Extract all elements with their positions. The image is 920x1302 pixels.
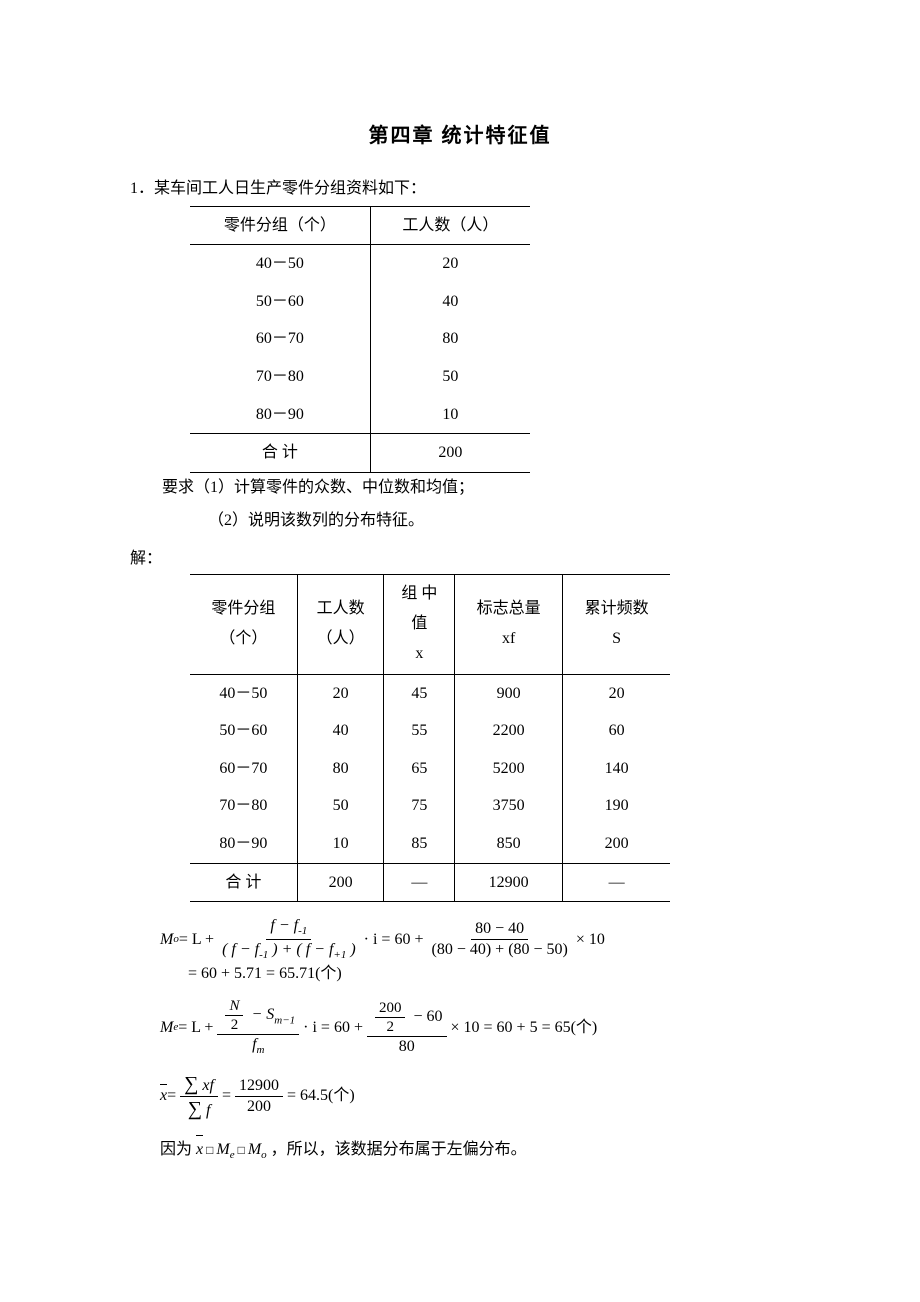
table-row: 70－8050753750190 (190, 787, 670, 825)
mode-result: = 60 + 5.71 = 65.71(个) (188, 964, 790, 983)
table-row: 60－7080655200140 (190, 750, 670, 788)
th-workers: 工人数（人） (370, 206, 530, 245)
solution-label: 解： (130, 546, 790, 572)
req-label: 要求 (162, 479, 194, 496)
table-row: 80－901085850200 (190, 825, 670, 863)
median-frac1: N 2 − Sm−1 fm (217, 997, 299, 1057)
conclusion-xbar: x (196, 1137, 203, 1163)
table-row: 60－7080 (190, 320, 530, 358)
table-footer-row: 合 计200 (190, 434, 530, 473)
mode-frac2: 80 − 40 (80 − 40) + (80 − 50) (427, 919, 571, 958)
req1-text: （1）计算零件的众数、中位数和均值； (194, 479, 474, 496)
mean-frac2: 12900 200 (235, 1076, 283, 1115)
formula-mode: Mo = L + f − f-1 ( f − f-1 ) + ( f − f+1… (160, 916, 790, 983)
th2-midvalue: 组 中值x (384, 574, 455, 674)
mean-frac1: ∑ xf ∑ f (180, 1072, 218, 1121)
th2-group: 零件分组（个） (190, 574, 297, 674)
formula-median: Me = L + N 2 − Sm−1 fm · i = 60 + 200 2 … (160, 997, 790, 1057)
mode-frac1: f − f-1 ( f − f-1 ) + ( f − f+1 ) (218, 916, 360, 962)
th2-workers: 工人数（人） (297, 574, 384, 674)
table2-header-row: 零件分组（个） 工人数（人） 组 中值x 标志总量xf 累计频数S (190, 574, 670, 674)
table-row: 40－50204590020 (190, 674, 670, 712)
chapter-title: 第四章 统计特征值 (130, 120, 790, 152)
th-parts-group: 零件分组（个） (190, 206, 370, 245)
table-parts-distribution: 零件分组（个） 工人数（人） 40－5020 50－6040 60－7080 7… (190, 206, 530, 473)
formula-mean: x = ∑ xf ∑ f = 12900 200 = 64.5(个) (160, 1072, 790, 1121)
table-row: 50－604055220060 (190, 712, 670, 750)
th2-cumfreq: 累计频数S (563, 574, 670, 674)
requirements-line2: （2）说明该数列的分布特征。 (130, 508, 790, 534)
conclusion: 因为 x □ Me □ Mo ，所以，该数据分布属于左偏分布。 (160, 1137, 790, 1165)
problem-intro: 1．某车间工人日生产零件分组资料如下： (130, 176, 790, 202)
table-header-row: 零件分组（个） 工人数（人） (190, 206, 530, 245)
median-frac2: 200 2 − 60 80 (367, 999, 447, 1056)
table-row: 40－5020 (190, 245, 530, 283)
table-row: 70－8050 (190, 358, 530, 396)
table-footer-row: 合 计200—12900— (190, 863, 670, 902)
th2-xf: 标志总量xf (455, 574, 563, 674)
x-bar: x (160, 1086, 167, 1105)
table-calculation: 零件分组（个） 工人数（人） 组 中值x 标志总量xf 累计频数S 40－502… (190, 574, 670, 903)
table-row: 80－9010 (190, 396, 530, 434)
table-row: 50－6040 (190, 283, 530, 321)
requirements-line1: 要求（1）计算零件的众数、中位数和均值； (130, 475, 790, 501)
